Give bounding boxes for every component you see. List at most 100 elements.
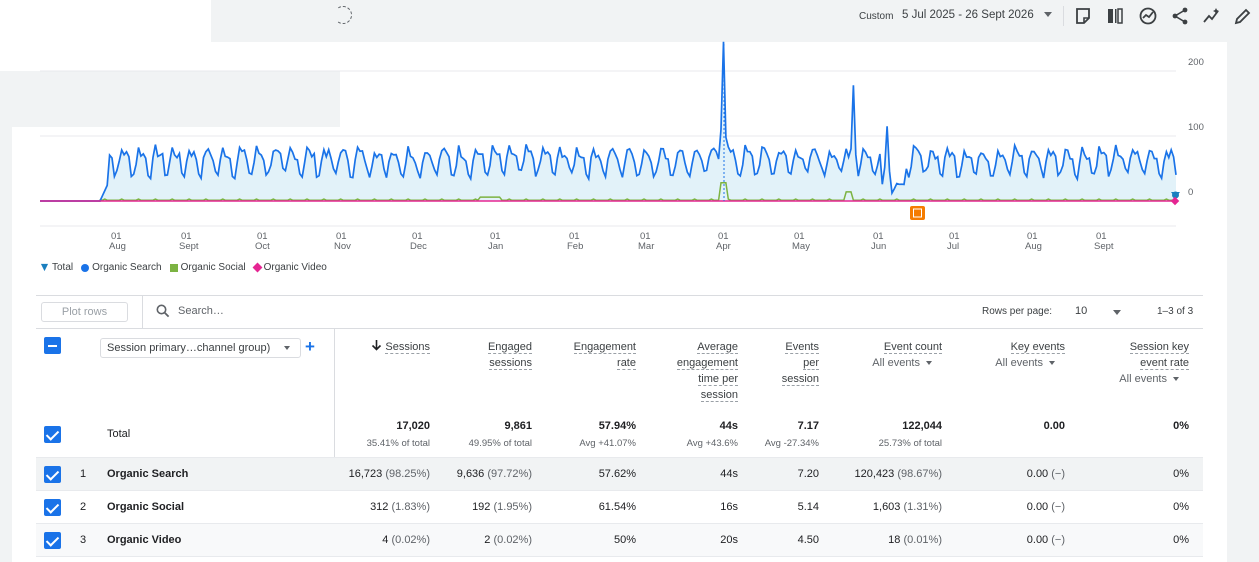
event-filter-select[interactable]: All events bbox=[1119, 373, 1179, 385]
cell-value: 0.00 bbox=[1026, 468, 1049, 480]
cell-percentage: (0.02%) bbox=[490, 534, 532, 546]
date-range-picker[interactable]: 5 Jul 2025 - 26 Sept 2026 bbox=[902, 9, 1034, 21]
cell-engaged: 2 (0.02%) bbox=[484, 534, 532, 546]
rows-per-page-select[interactable]: 10 bbox=[1075, 305, 1088, 317]
cell-percentage: (98.25%) bbox=[382, 468, 430, 480]
cell-percentage: (1.31%) bbox=[900, 501, 942, 513]
rows-per-page-dropdown-icon[interactable] bbox=[1113, 310, 1121, 315]
table-row[interactable] bbox=[36, 524, 1203, 556]
cell-percentage: (−) bbox=[1048, 501, 1065, 513]
cell-eng_rate: 61.54% bbox=[599, 501, 636, 513]
column-header-text: session bbox=[781, 373, 819, 386]
cell-session_key_rate: 0% bbox=[1173, 501, 1189, 513]
total-session_key_rate: 0% bbox=[1173, 420, 1189, 432]
x-tick-day: 01 bbox=[257, 231, 268, 242]
cell-percentage: (0.02%) bbox=[388, 534, 430, 546]
trend-icon[interactable] bbox=[1138, 6, 1158, 26]
gray-panel bbox=[0, 71, 340, 127]
legend-total[interactable]: Total bbox=[40, 262, 73, 273]
column-header-text: time per bbox=[698, 373, 738, 386]
column-header-eng_rate[interactable]: Engagement rate bbox=[573, 339, 636, 371]
event-filter-select[interactable]: All events bbox=[995, 357, 1055, 369]
cell-value: 44s bbox=[720, 468, 738, 480]
legend-organic-social[interactable]: Organic Social bbox=[169, 262, 246, 273]
x-tick-month: Oct bbox=[255, 241, 270, 252]
x-tick-day: 01 bbox=[181, 231, 192, 242]
column-header-engaged[interactable]: Engaged sessions bbox=[487, 339, 532, 371]
x-tick-month: Jun bbox=[871, 241, 886, 252]
x-tick-day: 01 bbox=[640, 231, 651, 242]
total-event_count: 122,044 bbox=[902, 420, 942, 432]
cell-avg_time: 44s bbox=[720, 468, 738, 480]
table-divider bbox=[36, 295, 1203, 296]
select-all-checkbox[interactable] bbox=[44, 337, 61, 354]
column-header-text: session bbox=[700, 389, 738, 402]
cell-session_key_rate: 0% bbox=[1173, 468, 1189, 480]
row-channel-name[interactable]: Organic Search bbox=[107, 468, 189, 480]
event-filter-select[interactable]: All events bbox=[872, 357, 932, 369]
row-checkbox[interactable] bbox=[44, 532, 61, 549]
cell-event_count: 18 (0.01%) bbox=[888, 534, 942, 546]
legend-organic-social-label: Organic Social bbox=[180, 262, 246, 273]
cell-value: 50% bbox=[613, 534, 636, 546]
chevron-down-icon bbox=[1173, 377, 1179, 382]
dimension-dropdown-icon[interactable] bbox=[284, 346, 290, 350]
row-rank: 1 bbox=[80, 468, 87, 480]
search-input[interactable] bbox=[178, 303, 378, 319]
row-channel-name[interactable]: Organic Social bbox=[107, 501, 185, 513]
cell-value: 18 bbox=[888, 534, 901, 546]
column-header-event_count[interactable]: Event count bbox=[883, 339, 942, 355]
column-header-text: Sessions bbox=[385, 341, 430, 354]
chevron-down-icon bbox=[926, 361, 932, 366]
total-key_events: 0.00 bbox=[1043, 420, 1065, 432]
column-header-avg_time[interactable]: Average engagement time per session bbox=[676, 339, 738, 403]
y-tick-label: 100 bbox=[1188, 122, 1204, 133]
cell-value: 9,636 bbox=[456, 468, 485, 480]
table-row[interactable] bbox=[36, 491, 1203, 523]
row-checkbox[interactable] bbox=[44, 466, 61, 483]
cell-value: 192 bbox=[472, 501, 491, 513]
column-header-events_per[interactable]: Events per session bbox=[781, 339, 819, 387]
x-tick-day: 01 bbox=[569, 231, 580, 242]
table-row[interactable] bbox=[36, 458, 1203, 490]
cell-percentage: (97.72%) bbox=[484, 468, 532, 480]
cell-eng_rate: 50% bbox=[614, 534, 636, 546]
legend-total-label: Total bbox=[52, 262, 74, 273]
cell-value: 5.14 bbox=[797, 501, 819, 513]
edit-icon[interactable] bbox=[1233, 6, 1253, 26]
column-header-sessions[interactable]: Sessions bbox=[371, 339, 430, 355]
total-eng_rate: 57.94% bbox=[598, 420, 636, 432]
column-header-key_events[interactable]: Key events bbox=[1010, 339, 1065, 355]
share-icon[interactable] bbox=[1170, 6, 1190, 26]
dimension-select[interactable]: Session primary…channel group) bbox=[100, 338, 301, 358]
cell-sessions: 4 (0.02%) bbox=[382, 534, 430, 546]
legend-organic-search[interactable]: Organic Search bbox=[81, 262, 162, 273]
event-filter-label: All events bbox=[872, 357, 920, 369]
compare-icon[interactable] bbox=[1105, 6, 1125, 26]
chevron-down-icon bbox=[1049, 361, 1055, 366]
cell-percentage: (1.95%) bbox=[490, 501, 532, 513]
column-header-session_key_rate[interactable]: Session key event rate bbox=[1129, 339, 1189, 371]
search-end-marker bbox=[1172, 191, 1179, 199]
dimension-label: Session primary…channel group) bbox=[107, 342, 271, 354]
organic-search-line bbox=[40, 41, 1177, 202]
row-divider bbox=[36, 523, 1203, 524]
dimension-column-divider bbox=[334, 329, 335, 556]
cell-value: 0% bbox=[1173, 501, 1189, 513]
legend-organic-video[interactable]: Organic Video bbox=[252, 262, 327, 273]
date-dropdown-icon[interactable] bbox=[1044, 12, 1052, 17]
row-checkbox[interactable] bbox=[44, 499, 61, 516]
cell-value: 0.00 bbox=[1026, 501, 1049, 513]
annotation-icon[interactable] bbox=[910, 206, 925, 220]
cell-key_events: 0.00 (−) bbox=[1027, 468, 1065, 480]
row-channel-name[interactable]: Organic Video bbox=[107, 534, 182, 546]
cell-value: 16s bbox=[720, 501, 738, 513]
x-tick-day: 01 bbox=[873, 231, 884, 242]
plot-rows-button[interactable]: Plot rows bbox=[41, 302, 128, 322]
insights-note-icon[interactable] bbox=[1073, 6, 1093, 26]
anomaly-icon[interactable] bbox=[1202, 6, 1222, 26]
total-checkbox[interactable] bbox=[44, 426, 61, 443]
x-tick-month: May bbox=[792, 241, 810, 252]
add-dimension-button[interactable]: + bbox=[305, 337, 315, 356]
